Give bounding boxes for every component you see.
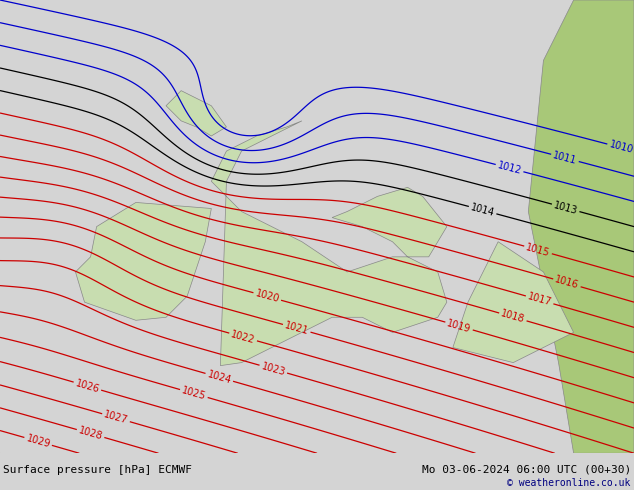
Text: 1024: 1024 [206, 369, 233, 386]
Polygon shape [211, 121, 447, 366]
Text: 1026: 1026 [74, 378, 101, 394]
Text: 1017: 1017 [526, 292, 553, 308]
Text: 1029: 1029 [25, 433, 51, 450]
Text: 1021: 1021 [283, 320, 310, 337]
Polygon shape [528, 0, 634, 453]
Text: 1013: 1013 [553, 200, 579, 216]
Text: 1011: 1011 [552, 150, 578, 166]
Text: 1016: 1016 [553, 275, 580, 291]
Text: 1015: 1015 [525, 242, 551, 258]
Text: 1028: 1028 [77, 425, 104, 441]
Text: 1020: 1020 [254, 289, 280, 305]
Text: 1018: 1018 [500, 309, 526, 325]
Text: 1025: 1025 [181, 385, 207, 402]
Text: 1022: 1022 [230, 329, 256, 345]
Polygon shape [166, 91, 226, 136]
Text: Mo 03-06-2024 06:00 UTC (00+30): Mo 03-06-2024 06:00 UTC (00+30) [422, 465, 631, 474]
Text: 1019: 1019 [446, 318, 472, 334]
Text: 1014: 1014 [470, 202, 496, 218]
Text: © weatheronline.co.uk: © weatheronline.co.uk [507, 478, 631, 488]
Polygon shape [453, 242, 574, 363]
Text: 1012: 1012 [496, 160, 523, 176]
Text: 1010: 1010 [608, 140, 634, 156]
Polygon shape [75, 202, 211, 320]
Text: 1027: 1027 [103, 410, 129, 426]
Text: Surface pressure [hPa] ECMWF: Surface pressure [hPa] ECMWF [3, 465, 192, 474]
Text: 1023: 1023 [260, 361, 287, 377]
